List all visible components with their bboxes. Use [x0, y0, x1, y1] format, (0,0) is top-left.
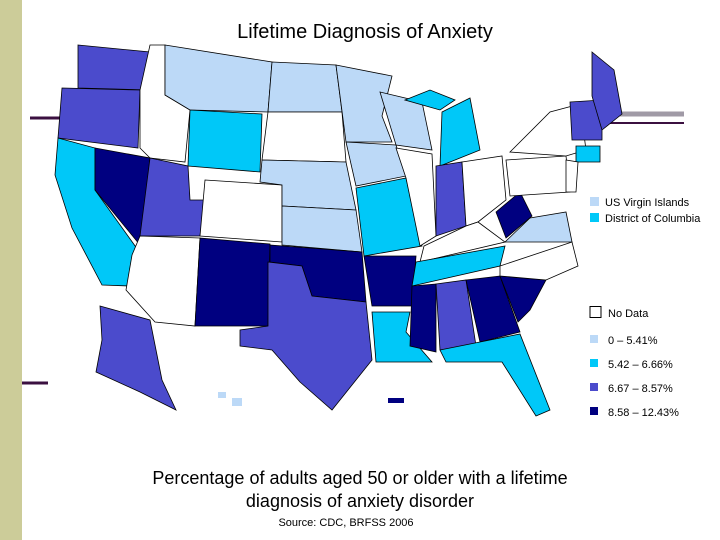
state	[504, 211, 573, 243]
legend-label: 0 – 5.41%	[608, 335, 658, 347]
state	[261, 111, 347, 163]
state	[465, 275, 521, 343]
state	[218, 392, 226, 398]
state	[355, 177, 423, 257]
legend-label: 6.67 – 8.57%	[608, 383, 673, 395]
source: Source: CDC, BRFSS 2006	[278, 517, 413, 529]
state	[409, 283, 437, 353]
state	[232, 398, 242, 406]
state	[575, 145, 601, 163]
state	[281, 205, 363, 253]
legend-swatch	[590, 407, 598, 415]
legend-swatch	[590, 213, 599, 222]
state	[363, 255, 417, 307]
state	[267, 61, 343, 113]
state	[139, 157, 206, 237]
state	[77, 44, 151, 91]
state	[57, 87, 141, 149]
state	[388, 398, 404, 403]
state	[95, 305, 177, 411]
legend-label: US Virgin Islands	[605, 197, 690, 209]
state	[239, 261, 373, 411]
state	[495, 191, 533, 239]
state	[194, 237, 271, 327]
state	[164, 44, 273, 113]
legend-label: 5.42 – 6.66%	[608, 359, 673, 371]
state	[435, 161, 467, 237]
legend-label: District of Columbia	[605, 213, 701, 225]
state	[565, 159, 579, 193]
state	[199, 179, 283, 243]
state	[505, 155, 571, 197]
legend-label: No Data	[608, 308, 649, 320]
state	[569, 99, 603, 141]
state	[187, 109, 263, 173]
state	[439, 97, 481, 167]
state	[335, 64, 393, 143]
title: Lifetime Diagnosis of Anxiety	[237, 21, 493, 43]
legend: US Virgin Islands District of Columbia No …	[589, 197, 701, 419]
legend-swatch	[589, 306, 602, 318]
legend-swatch	[590, 335, 598, 343]
state	[591, 51, 623, 131]
state	[125, 235, 201, 327]
us-map	[54, 44, 623, 417]
legend-swatch	[590, 383, 598, 391]
state	[403, 89, 456, 111]
legend-label: 8.58 – 12.43%	[608, 407, 679, 419]
state	[499, 241, 579, 281]
side-bar	[0, 0, 22, 540]
legend-swatch	[590, 197, 599, 206]
caption-line: diagnosis of anxiety disorder	[246, 491, 474, 511]
caption-line: Percentage of adults aged 50 or older wi…	[152, 468, 567, 488]
state	[419, 221, 506, 263]
state	[395, 147, 437, 247]
legend-swatch	[590, 359, 598, 367]
state	[439, 333, 551, 417]
state	[461, 155, 507, 227]
caption: Percentage of adults aged 50 or older wi…	[152, 468, 567, 529]
